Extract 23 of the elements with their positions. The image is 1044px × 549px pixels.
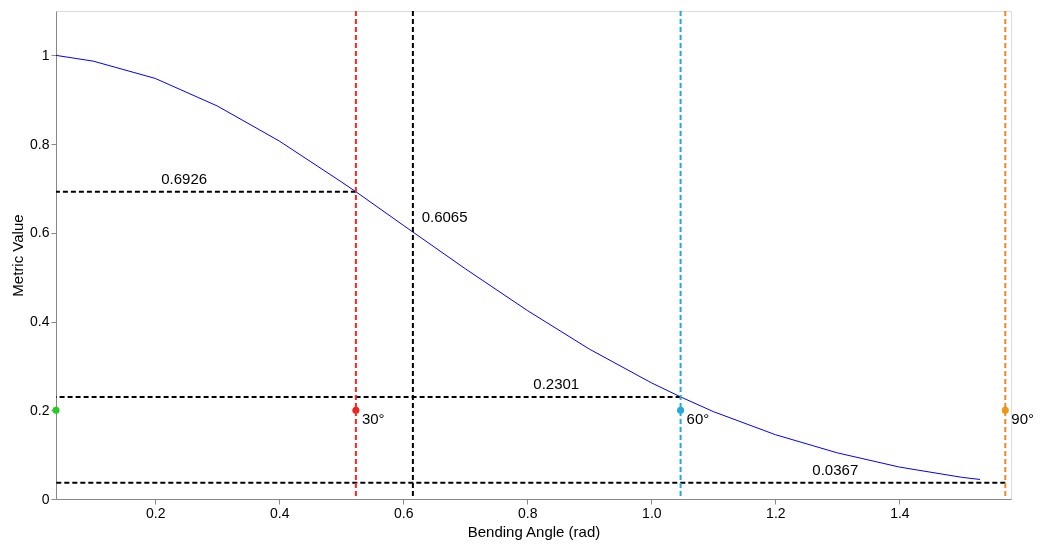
y-tick-label: 1 bbox=[41, 46, 50, 63]
x-tick-label: 1.4 bbox=[890, 504, 910, 521]
x-tick-label: 1.0 bbox=[642, 504, 662, 521]
y-axis-title: Metric Value bbox=[9, 214, 27, 297]
y-tick-label: 0.8 bbox=[30, 135, 50, 152]
x-tick-label: 0.2 bbox=[145, 504, 166, 521]
y-tick-label: 0.6 bbox=[30, 224, 50, 241]
y-tick-label: 0.4 bbox=[30, 313, 50, 330]
annotation: 30° bbox=[361, 410, 385, 428]
annotation: 0.6065 bbox=[421, 207, 468, 225]
y-tick-label: 0 bbox=[41, 490, 50, 507]
x-tick-label: 1.2 bbox=[766, 504, 786, 521]
line-series bbox=[55, 54, 981, 480]
annotation: 90° bbox=[1011, 410, 1034, 428]
annotation: 0.2301 bbox=[533, 374, 580, 392]
x-tick-label: 0.6 bbox=[394, 504, 414, 521]
x-tick-label: 0.8 bbox=[518, 504, 538, 521]
y-tick-label: 0.2 bbox=[30, 401, 50, 418]
annotation: 0.6926 bbox=[161, 169, 208, 187]
x-tick-label: 0.4 bbox=[270, 504, 290, 521]
annotation: 0.0367 bbox=[812, 460, 859, 478]
annotation: 60° bbox=[686, 410, 710, 428]
x-axis-title: Bending Angle (rad) bbox=[467, 522, 601, 540]
